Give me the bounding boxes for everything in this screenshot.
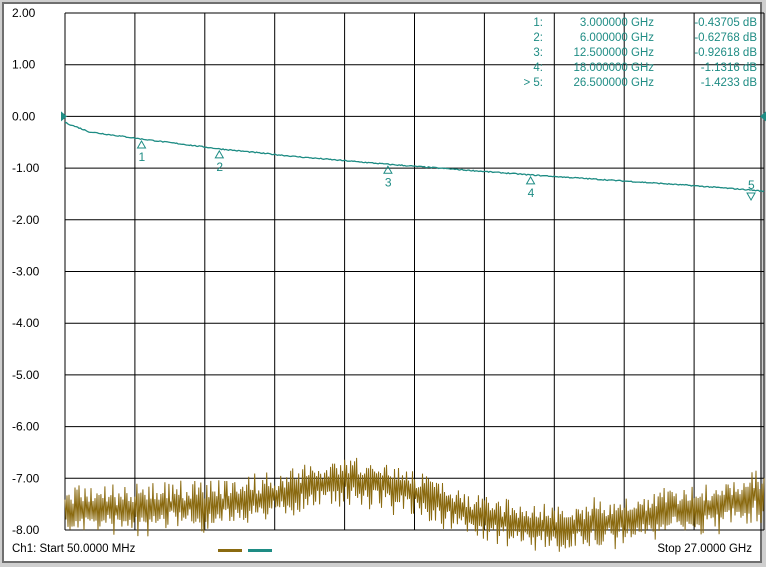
y-tick-label: 2.00 — [12, 6, 36, 20]
y-tick-label: 0.00 — [12, 109, 36, 123]
y-axis-labels: 2.00 1.00 0.00 -1.00 -2.00 -3.00 -4.00 -5.00 -6.… — [12, 6, 40, 537]
reference-position-right-icon — [760, 111, 766, 122]
trace-2 — [64, 457, 765, 552]
marker-5-triangle-icon — [746, 192, 756, 201]
trace-1-line — [64, 121, 765, 193]
marker-4[interactable]: 4 — [525, 175, 536, 200]
channel-status-bar: Ch1: Start 50.0000 MHz Stop 27.0000 GHz — [6, 540, 758, 560]
y-tick-label: -8.00 — [12, 523, 40, 537]
trace-legend — [218, 549, 278, 553]
y-tick-label: -2.00 — [12, 213, 40, 227]
marker-symbols[interactable]: 1 2 3 4 5 — [136, 139, 756, 201]
y-tick-label: -1.00 — [12, 161, 40, 175]
stop-frequency-label: Stop 27.0000 GHz — [657, 543, 752, 555]
readout-frequency: 18.000000 GHz — [573, 62, 654, 74]
marker-2-triangle-icon — [214, 149, 225, 159]
marker-1-number: 1 — [139, 150, 146, 164]
readout-value: -1.4233 dB — [701, 77, 758, 89]
marker-2-number: 2 — [216, 160, 223, 174]
trace-1-legend-swatch — [248, 549, 272, 552]
y-tick-label: -3.00 — [12, 265, 40, 279]
marker-4-number: 4 — [528, 186, 535, 200]
marker-5[interactable]: 5 — [746, 178, 756, 201]
y-tick-label: -7.00 — [12, 471, 40, 485]
readout-value: -0.62768 dB — [694, 32, 757, 44]
readout-marker-label: 3: — [533, 47, 543, 59]
marker-2[interactable]: 2 — [214, 149, 225, 174]
reference-markers — [61, 111, 766, 122]
trace-2-line — [64, 457, 765, 552]
y-tick-label: -6.00 — [12, 420, 40, 434]
y-tick-label: 1.00 — [12, 58, 36, 72]
marker-3-number: 3 — [385, 175, 392, 189]
plot-grid — [64, 12, 765, 531]
y-tick-label: -5.00 — [12, 368, 40, 382]
marker-5-number: 5 — [748, 178, 755, 192]
marker-1-triangle-icon — [136, 139, 147, 149]
marker-3[interactable]: 3 — [383, 165, 393, 189]
readout-frequency: 3.000000 GHz — [580, 17, 654, 29]
readout-value: -0.43705 dB — [694, 17, 757, 29]
marker-1[interactable]: 1 — [136, 139, 147, 164]
y-tick-label: -4.00 — [12, 316, 40, 330]
readout-value: -0.92618 dB — [694, 47, 757, 59]
marker-4-triangle-icon — [525, 175, 536, 185]
readout-marker-label: > 5: — [523, 77, 543, 89]
readout-frequency: 12.500000 GHz — [573, 47, 654, 59]
marker-readout-table: 1: 3.000000 GHz -0.43705 dB 2: 6.000000 GHz -… — [523, 17, 757, 89]
readout-frequency: 26.500000 GHz — [573, 77, 654, 89]
trace-2-legend-swatch — [218, 549, 242, 552]
reference-position-left-icon — [61, 111, 67, 122]
readout-frequency: 6.000000 GHz — [580, 32, 654, 44]
readout-marker-label: 1: — [533, 17, 543, 29]
start-frequency-label: Ch1: Start 50.0000 MHz — [12, 543, 136, 555]
readout-value: -1.1316 dB — [701, 62, 758, 74]
marker-3-triangle-icon — [383, 165, 393, 174]
readout-marker-label: 4: — [533, 62, 543, 74]
readout-marker-label: 2: — [533, 32, 543, 44]
trace-1 — [64, 121, 765, 193]
